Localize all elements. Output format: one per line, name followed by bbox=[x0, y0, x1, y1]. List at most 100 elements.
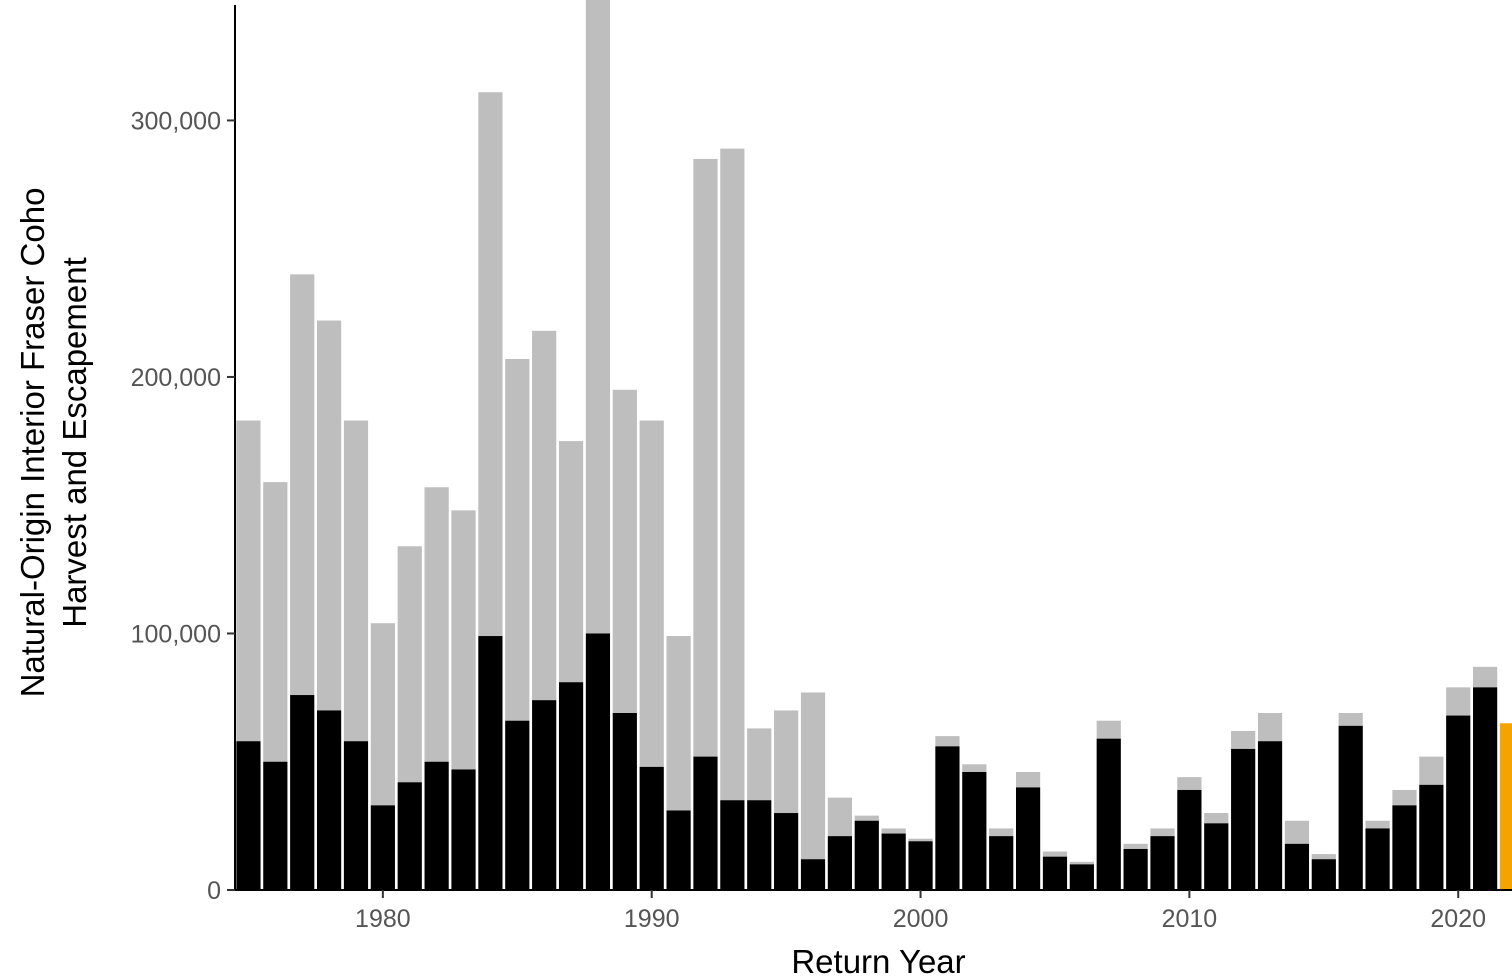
bar-harvest-1975 bbox=[236, 420, 261, 742]
bar-harvest-2002 bbox=[962, 764, 987, 772]
bar-harvest-2014 bbox=[1284, 820, 1310, 844]
bar-harvest-1993 bbox=[720, 148, 745, 801]
bar-harvest-2009 bbox=[1150, 828, 1175, 837]
bar-escapement-1976 bbox=[263, 761, 288, 890]
bar-harvest-1998 bbox=[854, 815, 879, 821]
bar-escapement-1985 bbox=[505, 720, 530, 890]
bar-harvest-1984 bbox=[478, 92, 503, 637]
bar-harvest-2016 bbox=[1338, 713, 1363, 726]
bar-harvest-1980 bbox=[370, 623, 395, 806]
bar-escapement-2015 bbox=[1311, 859, 1336, 890]
bar-escapement-1980 bbox=[370, 805, 395, 890]
bar-escapement-2014 bbox=[1284, 843, 1310, 890]
bar-escapement-1991 bbox=[666, 810, 691, 890]
bar-harvest-1995 bbox=[774, 710, 799, 814]
bar-escapement-2021 bbox=[1473, 687, 1498, 890]
bar-escapement-2012 bbox=[1231, 748, 1256, 890]
y-tick-label: 0 bbox=[207, 877, 221, 905]
y-tick-label: 300,000 bbox=[131, 107, 221, 135]
x-tick-label: 2000 bbox=[893, 905, 949, 933]
bar-escapement-2013 bbox=[1257, 741, 1283, 890]
bar-harvest-2021 bbox=[1473, 666, 1498, 688]
bar-escapement-1988 bbox=[585, 633, 611, 890]
x-tick-label: 2020 bbox=[1430, 905, 1486, 933]
bar-harvest-1978 bbox=[316, 320, 342, 711]
axes-layer bbox=[227, 5, 1512, 898]
y-tick-label: 200,000 bbox=[131, 364, 221, 392]
bar-escapement-2002 bbox=[962, 772, 987, 890]
bars-layer bbox=[236, 0, 1512, 890]
bar-harvest-1983 bbox=[451, 510, 476, 770]
bar-harvest-1992 bbox=[693, 158, 718, 757]
bar-harvest-2003 bbox=[989, 828, 1014, 837]
bar-escapement-1979 bbox=[343, 741, 369, 890]
bar-escapement-1982 bbox=[424, 761, 449, 890]
bar-escapement-2003 bbox=[989, 836, 1014, 890]
y-axis-title-line: Natural-Origin Interior Fraser Coho bbox=[14, 188, 51, 698]
x-axis-title: Return Year bbox=[791, 943, 965, 979]
bar-escapement-2005 bbox=[1042, 856, 1068, 890]
bar-escapement-1978 bbox=[316, 710, 342, 890]
bar-escapement-2004 bbox=[1015, 787, 1041, 890]
bar-escapement-2017 bbox=[1365, 828, 1390, 890]
bar-escapement-1986 bbox=[532, 700, 557, 890]
bar-harvest-1994 bbox=[747, 728, 772, 801]
bar-harvest-2018 bbox=[1392, 789, 1417, 806]
bar-escapement-1981 bbox=[397, 782, 422, 890]
bar-harvest-2013 bbox=[1257, 713, 1283, 742]
x-tick-label: 2010 bbox=[1162, 905, 1218, 933]
bar-escapement-1983 bbox=[451, 769, 476, 890]
bar-escapement-2010 bbox=[1177, 789, 1202, 890]
bar-escapement-2018 bbox=[1392, 805, 1417, 890]
bar-harvest-2017 bbox=[1365, 820, 1390, 829]
bar-harvest-2019 bbox=[1419, 756, 1444, 785]
bar-harvest-1982 bbox=[424, 487, 449, 762]
bar-escapement-2019 bbox=[1419, 784, 1444, 890]
bar-harvest-1997 bbox=[827, 797, 852, 837]
bar-harvest-2000 bbox=[908, 838, 933, 842]
bar-harvest-2007 bbox=[1096, 720, 1121, 739]
bar-harvest-2001 bbox=[935, 736, 960, 747]
bar-harvest-2004 bbox=[1015, 772, 1041, 788]
bar-harvest-1981 bbox=[397, 546, 422, 783]
bar-escapement-2001 bbox=[935, 746, 960, 890]
bar-harvest-1976 bbox=[263, 482, 288, 762]
bar-escapement-1999 bbox=[881, 833, 906, 890]
bar-harvest-1991 bbox=[666, 636, 691, 811]
bar-escapement-1998 bbox=[854, 820, 879, 890]
bar-harvest-2008 bbox=[1123, 843, 1148, 849]
bar-escapement-1987 bbox=[558, 682, 584, 890]
bar-harvest-1986 bbox=[532, 330, 557, 701]
bar-harvest-1987 bbox=[558, 441, 584, 683]
bar-harvest-2010 bbox=[1177, 777, 1202, 790]
bar-escapement-1995 bbox=[774, 813, 799, 890]
bar-escapement-1977 bbox=[290, 695, 315, 890]
bar-escapement-2009 bbox=[1150, 836, 1175, 890]
bar-escapement-2016 bbox=[1338, 725, 1363, 890]
bar-harvest-1979 bbox=[343, 420, 369, 742]
x-tick-label: 1980 bbox=[355, 905, 411, 933]
bar-escapement-2020 bbox=[1446, 715, 1471, 890]
bar-escapement-2008 bbox=[1123, 848, 1148, 890]
bar-escapement-2006 bbox=[1069, 864, 1094, 890]
bar-escapement-2007 bbox=[1096, 738, 1121, 890]
bar-harvest-2015 bbox=[1311, 854, 1336, 860]
bar-escapement-2011 bbox=[1204, 823, 1229, 890]
bar-escapement-1994 bbox=[747, 800, 772, 890]
bar-harvest-1990 bbox=[639, 420, 664, 767]
x-tick-label: 1990 bbox=[624, 905, 680, 933]
bar-harvest-1988 bbox=[585, 0, 611, 634]
bar-escapement-1997 bbox=[827, 836, 852, 890]
labels-layer: 0 100,000 200,000 300,000 1980 1990 2000 2010 20… bbox=[14, 107, 1486, 979]
bar-escapement-2000 bbox=[908, 841, 933, 890]
bar-harvest-1999 bbox=[881, 828, 906, 834]
bar-harvest-1989 bbox=[612, 389, 637, 713]
bar-harvest-2005 bbox=[1042, 851, 1068, 857]
bar-escapement-1989 bbox=[612, 713, 637, 890]
bar-harvest-1996 bbox=[800, 692, 826, 860]
y-axis-title-line: Harvest and Escapement bbox=[56, 257, 93, 628]
bar-harvest-1985 bbox=[505, 359, 530, 721]
bar-escapement-1993 bbox=[720, 800, 745, 890]
